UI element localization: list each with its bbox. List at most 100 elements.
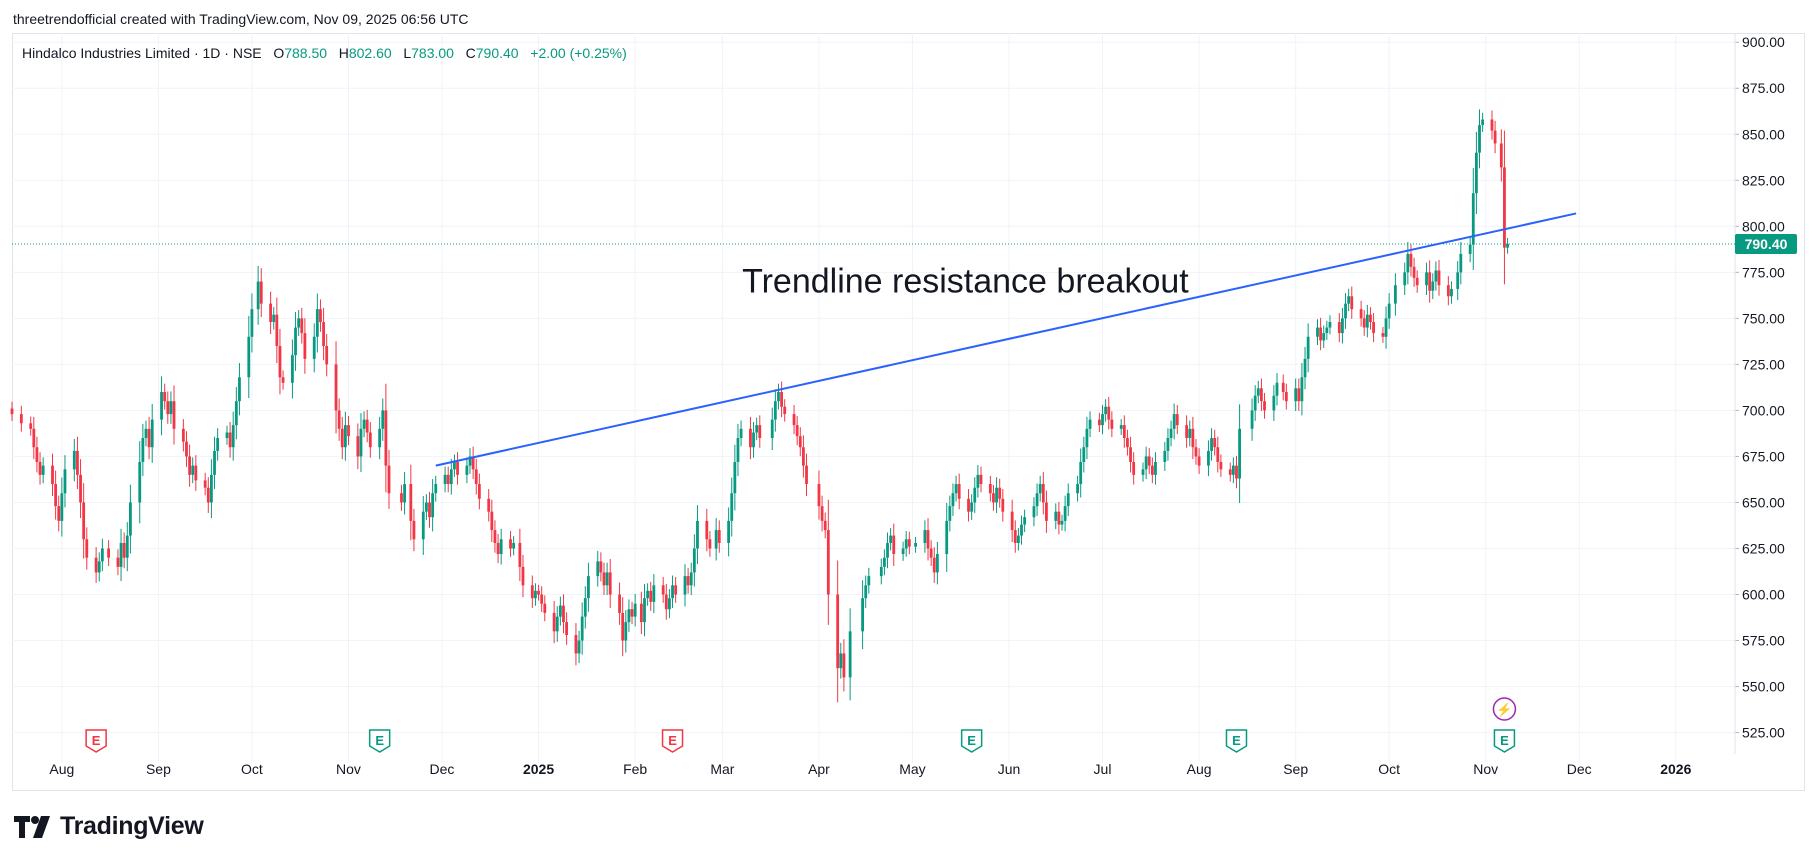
candle-body[interactable] bbox=[1016, 535, 1020, 543]
candle-body[interactable] bbox=[1365, 314, 1369, 328]
candle-body[interactable] bbox=[599, 561, 603, 573]
candle-body[interactable] bbox=[41, 465, 45, 475]
candle-body[interactable] bbox=[717, 530, 721, 543]
candle-body[interactable] bbox=[1409, 253, 1413, 267]
candle-body[interactable] bbox=[1490, 119, 1494, 131]
candle-body[interactable] bbox=[1493, 130, 1497, 144]
candle-body[interactable] bbox=[624, 622, 628, 641]
candle-body[interactable] bbox=[692, 548, 696, 573]
candle-body[interactable] bbox=[421, 511, 425, 540]
candle-body[interactable] bbox=[1107, 406, 1111, 420]
candle-body[interactable] bbox=[537, 590, 540, 595]
candle-body[interactable] bbox=[798, 436, 802, 448]
candle-body[interactable] bbox=[359, 428, 363, 457]
candle-body[interactable] bbox=[150, 419, 154, 448]
candle-body[interactable] bbox=[1300, 377, 1304, 402]
candle-body[interactable] bbox=[801, 447, 805, 466]
candle-body[interactable] bbox=[160, 392, 163, 420]
candle-body[interactable] bbox=[1415, 277, 1419, 286]
candle-body[interactable] bbox=[686, 576, 690, 586]
candle-body[interactable] bbox=[512, 542, 516, 549]
candle-body[interactable] bbox=[1456, 272, 1460, 289]
candle-body[interactable] bbox=[649, 590, 653, 602]
candle-body[interactable] bbox=[141, 438, 145, 462]
candle-body[interactable] bbox=[169, 401, 173, 415]
candle-body[interactable] bbox=[166, 401, 170, 415]
candle-body[interactable] bbox=[671, 585, 674, 599]
candle-body[interactable] bbox=[1141, 469, 1145, 475]
candle-body[interactable] bbox=[605, 572, 609, 586]
candle-body[interactable] bbox=[203, 480, 207, 488]
candle-body[interactable] bbox=[185, 441, 188, 457]
candle-body[interactable] bbox=[51, 465, 54, 485]
candle-body[interactable] bbox=[901, 548, 905, 555]
candle-body[interactable] bbox=[1172, 414, 1176, 429]
candle-body[interactable] bbox=[602, 572, 606, 586]
candle-body[interactable] bbox=[29, 423, 33, 429]
candle-body[interactable] bbox=[755, 425, 759, 433]
candle-body[interactable] bbox=[319, 309, 322, 323]
trendline[interactable] bbox=[435, 212, 1577, 467]
candle-body[interactable] bbox=[1503, 167, 1506, 248]
candle-body[interactable] bbox=[1082, 447, 1086, 462]
candle-body[interactable] bbox=[1038, 484, 1042, 494]
candle-body[interactable] bbox=[836, 594, 840, 669]
candle-body[interactable] bbox=[780, 392, 783, 407]
candle-body[interactable] bbox=[565, 622, 569, 636]
candle-body[interactable] bbox=[879, 566, 883, 577]
candle-body[interactable] bbox=[1132, 461, 1136, 475]
candle-body[interactable] bbox=[259, 281, 263, 304]
earnings-marker-icon[interactable] bbox=[368, 729, 391, 753]
candle-body[interactable] bbox=[1035, 493, 1039, 507]
candle-body[interactable] bbox=[10, 408, 14, 415]
candle-body[interactable] bbox=[1166, 438, 1170, 451]
candle-body[interactable] bbox=[1213, 438, 1217, 448]
candle-body[interactable] bbox=[446, 474, 450, 485]
candle-body[interactable] bbox=[468, 456, 472, 466]
candle-body[interactable] bbox=[38, 461, 42, 475]
candle-body[interactable] bbox=[998, 487, 1002, 499]
candle-body[interactable] bbox=[97, 561, 101, 573]
candle-body[interactable] bbox=[580, 616, 584, 641]
candle-body[interactable] bbox=[518, 542, 522, 567]
candle-body[interactable] bbox=[384, 410, 388, 466]
candle-body[interactable] bbox=[172, 401, 176, 429]
candle-body[interactable] bbox=[1387, 303, 1391, 319]
candle-body[interactable] bbox=[225, 432, 229, 439]
candle-body[interactable] bbox=[456, 461, 459, 475]
candle-body[interactable] bbox=[534, 590, 537, 599]
candle-body[interactable] bbox=[758, 425, 762, 439]
candle-body[interactable] bbox=[886, 542, 889, 558]
candle-body[interactable] bbox=[368, 432, 372, 448]
candle-body[interactable] bbox=[1185, 425, 1189, 439]
candle-body[interactable] bbox=[621, 612, 625, 641]
candle-body[interactable] bbox=[76, 450, 79, 475]
candle-body[interactable] bbox=[1347, 296, 1351, 304]
candle-body[interactable] bbox=[315, 309, 319, 337]
candle-body[interactable] bbox=[194, 465, 198, 481]
candle-body[interactable] bbox=[805, 465, 808, 485]
candle-body[interactable] bbox=[661, 585, 665, 595]
candle-body[interactable] bbox=[708, 539, 712, 549]
candle-body[interactable] bbox=[674, 585, 678, 595]
candle-body[interactable] bbox=[57, 506, 61, 521]
candle-body[interactable] bbox=[490, 511, 494, 531]
candle-body[interactable] bbox=[1506, 243, 1509, 248]
candle-body[interactable] bbox=[1238, 428, 1241, 479]
candle-body[interactable] bbox=[826, 530, 830, 595]
candle-body[interactable] bbox=[231, 425, 235, 448]
candle-body[interactable] bbox=[325, 345, 329, 365]
candle-body[interactable] bbox=[1197, 456, 1201, 466]
candle-body[interactable] bbox=[1297, 388, 1301, 402]
candle-body[interactable] bbox=[1207, 450, 1210, 466]
earnings-marker-icon[interactable] bbox=[960, 729, 983, 753]
candle-body[interactable] bbox=[608, 572, 612, 595]
candle-body[interactable] bbox=[1219, 461, 1223, 470]
candle-body[interactable] bbox=[163, 392, 167, 402]
candle-body[interactable] bbox=[1235, 465, 1238, 479]
candle-body[interactable] bbox=[521, 566, 525, 586]
candle-body[interactable] bbox=[555, 616, 559, 632]
candle-body[interactable] bbox=[739, 428, 743, 439]
candle-body[interactable] bbox=[1169, 428, 1173, 439]
candle-body[interactable] bbox=[493, 530, 497, 543]
